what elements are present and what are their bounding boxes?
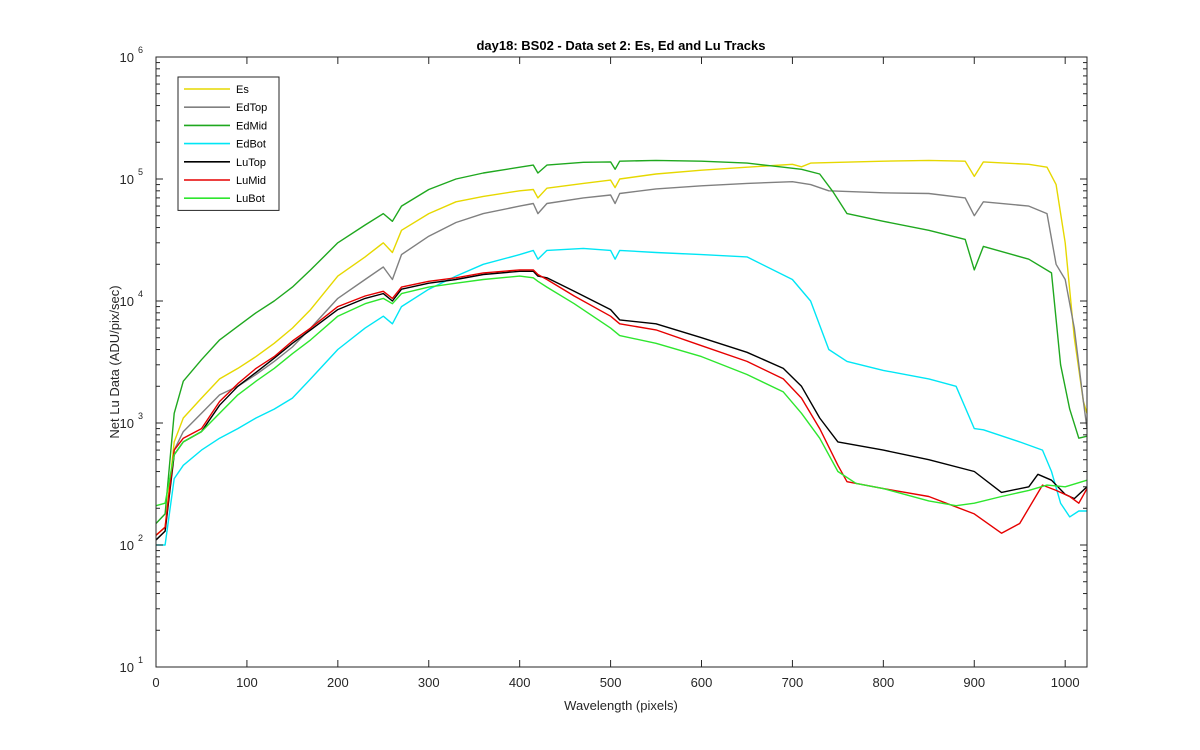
y-tick-label: 10	[120, 416, 134, 431]
x-tick-label: 700	[782, 675, 804, 690]
y-tick-label-exponent: 2	[138, 533, 143, 543]
series-line-edtop	[155, 181, 1088, 541]
axes-box	[155, 56, 1088, 668]
y-tick-label: 10	[120, 294, 134, 309]
ticks-layer: 0 100 200 300 400 500 600 700 800 900 1000 10 1 10 2 10…	[120, 45, 1087, 690]
chart-title: day18: BS02 - Data set 2: Es, Ed and Lu …	[476, 38, 765, 53]
legend-label: Es	[236, 84, 249, 96]
x-tick-label: 800	[872, 675, 894, 690]
y-tick-label: 10	[120, 660, 134, 675]
y-tick-label: 10	[120, 50, 134, 65]
series-line-es	[155, 159, 1088, 536]
x-tick-label: 300	[418, 675, 440, 690]
x-tick-label: 100	[236, 675, 258, 690]
legend-label: LuMid	[236, 175, 266, 187]
x-axis-label: Wavelength (pixels)	[564, 698, 678, 713]
y-axis-label: Net Lu Data (ADU/pix/sec)	[107, 285, 122, 438]
legend-label: EdBot	[236, 139, 266, 151]
legend-label: LuBot	[236, 193, 265, 205]
plot-area	[156, 57, 1087, 667]
legend: Es EdTop EdMid EdBot LuTop LuMid LuBot	[177, 76, 280, 211]
legend-label: LuTop	[236, 157, 266, 169]
y-tick-label-exponent: 3	[138, 411, 143, 421]
series-line-lubot	[155, 275, 1088, 507]
series-line-lutop	[155, 270, 1088, 541]
series-line-edbot	[156, 247, 1087, 546]
y-tick-label-exponent: 6	[138, 45, 143, 55]
x-tick-label: 0	[152, 675, 159, 690]
y-tick-label: 10	[120, 538, 134, 553]
legend-label: EdMid	[236, 120, 267, 132]
x-tick-label: 900	[963, 675, 985, 690]
series-layer	[155, 159, 1088, 546]
series-line-edmid	[155, 159, 1088, 524]
x-tick-label: 600	[691, 675, 713, 690]
series-line-lumid	[155, 269, 1088, 536]
x-tick-label: 500	[600, 675, 622, 690]
y-tick-label: 10	[120, 172, 134, 187]
y-tick-label-exponent: 4	[138, 289, 143, 299]
x-tick-label: 200	[327, 675, 349, 690]
y-tick-label-exponent: 5	[138, 167, 143, 177]
y-tick-label-exponent: 1	[138, 655, 143, 665]
x-tick-label: 400	[509, 675, 531, 690]
x-tick-label: 1000	[1051, 675, 1080, 690]
legend-label: EdTop	[236, 102, 267, 114]
